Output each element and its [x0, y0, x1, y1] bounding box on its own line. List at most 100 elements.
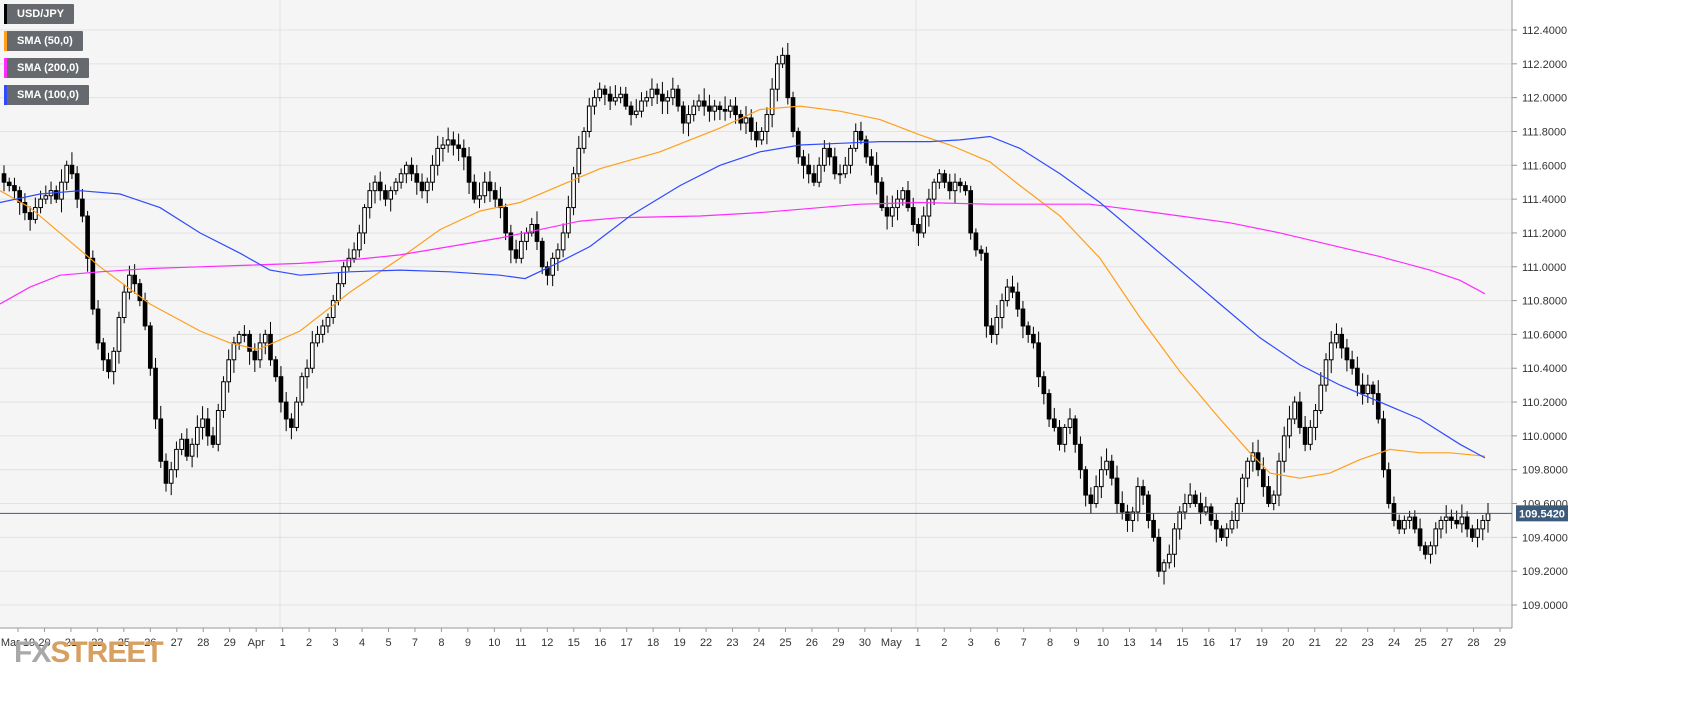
candle-up [215, 410, 221, 445]
x-tick-label: 1 [915, 637, 921, 649]
candle-down [1078, 443, 1083, 471]
candle-up [388, 190, 394, 200]
y-tick-label: 110.2000 [1522, 397, 1567, 409]
candle-up [1177, 511, 1183, 530]
legend-label: USD/JPY [17, 8, 65, 20]
candle-down [74, 173, 80, 200]
candle-down [623, 93, 629, 107]
candle-down [1422, 545, 1428, 555]
candle-down [508, 232, 514, 251]
candle-down [1031, 333, 1036, 344]
candle-up [477, 195, 482, 200]
candle-up [362, 207, 367, 234]
x-tick-label: 13 [1123, 637, 1135, 649]
candle-up [618, 93, 623, 99]
current-price-badge [1516, 505, 1568, 522]
candle-down [1109, 460, 1115, 479]
candle-up [59, 181, 64, 200]
candle-up [759, 130, 765, 141]
candle-up [560, 232, 566, 251]
candle-up [121, 291, 127, 319]
candle-up [1093, 486, 1099, 505]
x-tick-label: 11 [515, 637, 526, 649]
x-tick-label: 19 [673, 637, 685, 649]
candle-up [576, 147, 582, 175]
candle-down [733, 105, 738, 116]
y-tick-label: 109.8000 [1522, 465, 1568, 477]
legend-sma-100[interactable]: SMA (100,0) [4, 85, 89, 105]
candle-down [1119, 503, 1125, 513]
candle-down [456, 144, 461, 149]
candle-up [1187, 494, 1193, 505]
candle-up [613, 97, 618, 102]
candle-down [383, 190, 388, 200]
candle-down [1260, 469, 1266, 488]
candle-down [942, 173, 947, 183]
x-tick-label: 21 [65, 637, 77, 649]
x-tick-label: 25 [779, 637, 791, 649]
candle-up [1166, 553, 1172, 564]
candle-down [1464, 516, 1470, 530]
candle-up [1161, 562, 1167, 572]
candle-down [827, 147, 832, 158]
candle-down [414, 173, 420, 183]
x-tick-label: 5 [385, 637, 391, 649]
candle-up [1313, 410, 1318, 428]
legend-sma-50[interactable]: SMA (50,0) [4, 31, 83, 51]
candle-down [1360, 384, 1365, 395]
candle-down [832, 156, 838, 175]
candle-up [1407, 516, 1412, 521]
candle-up [299, 376, 305, 403]
fxstreet-logo: FXSTREET [14, 636, 164, 670]
candle-up [1323, 359, 1329, 386]
candle-up [1443, 516, 1449, 521]
candle-down [90, 257, 96, 310]
candle-up [1334, 333, 1339, 344]
x-tick-label: 26 [144, 637, 156, 649]
candle-down [12, 185, 17, 192]
candle-down [628, 105, 634, 116]
candle-up [404, 164, 409, 175]
candle-down [487, 181, 493, 192]
candle-down [419, 181, 425, 192]
x-tick-label: 29 [832, 637, 844, 649]
candle-up [743, 117, 749, 124]
candle-down [451, 139, 456, 146]
candle-up [1459, 516, 1465, 525]
candle-down [503, 207, 508, 234]
y-tick-label: 111.2000 [1522, 228, 1566, 240]
legend-swatch [4, 4, 7, 24]
y-tick-label: 110.6000 [1522, 329, 1567, 341]
candle-down [660, 93, 665, 102]
candle-down [1140, 486, 1146, 496]
candle-up [424, 181, 430, 192]
candle-down [545, 266, 550, 276]
y-tick-label: 109.4000 [1522, 532, 1568, 544]
candle-up [1485, 513, 1491, 521]
candle-up [769, 88, 775, 116]
x-tick-label: 15 [1176, 637, 1188, 649]
legend-sma-200[interactable]: SMA (200,0) [4, 58, 89, 78]
candle-down [1015, 291, 1021, 310]
candle-down [811, 173, 817, 183]
candle-down [513, 249, 519, 259]
candle-up [633, 110, 639, 116]
x-tick-label: 7 [412, 637, 418, 649]
candle-down [1375, 393, 1381, 420]
candle-down [1114, 477, 1120, 505]
x-tick-label: 29 [1494, 637, 1506, 649]
candle-down [461, 147, 467, 158]
legend-usdjpy[interactable]: USD/JPY [4, 4, 75, 24]
legend-label: SMA (200,0) [17, 62, 79, 74]
x-tick-label: 14 [1150, 637, 1162, 649]
candle-down [957, 181, 963, 187]
x-tick-label: 9 [465, 637, 471, 649]
candle-up [1224, 528, 1230, 538]
candle-up [64, 164, 70, 183]
candle-down [1349, 359, 1355, 369]
candle-down [1391, 503, 1397, 521]
candle-down [95, 308, 101, 344]
candle-up [1402, 519, 1407, 530]
candle-down [1396, 519, 1402, 530]
